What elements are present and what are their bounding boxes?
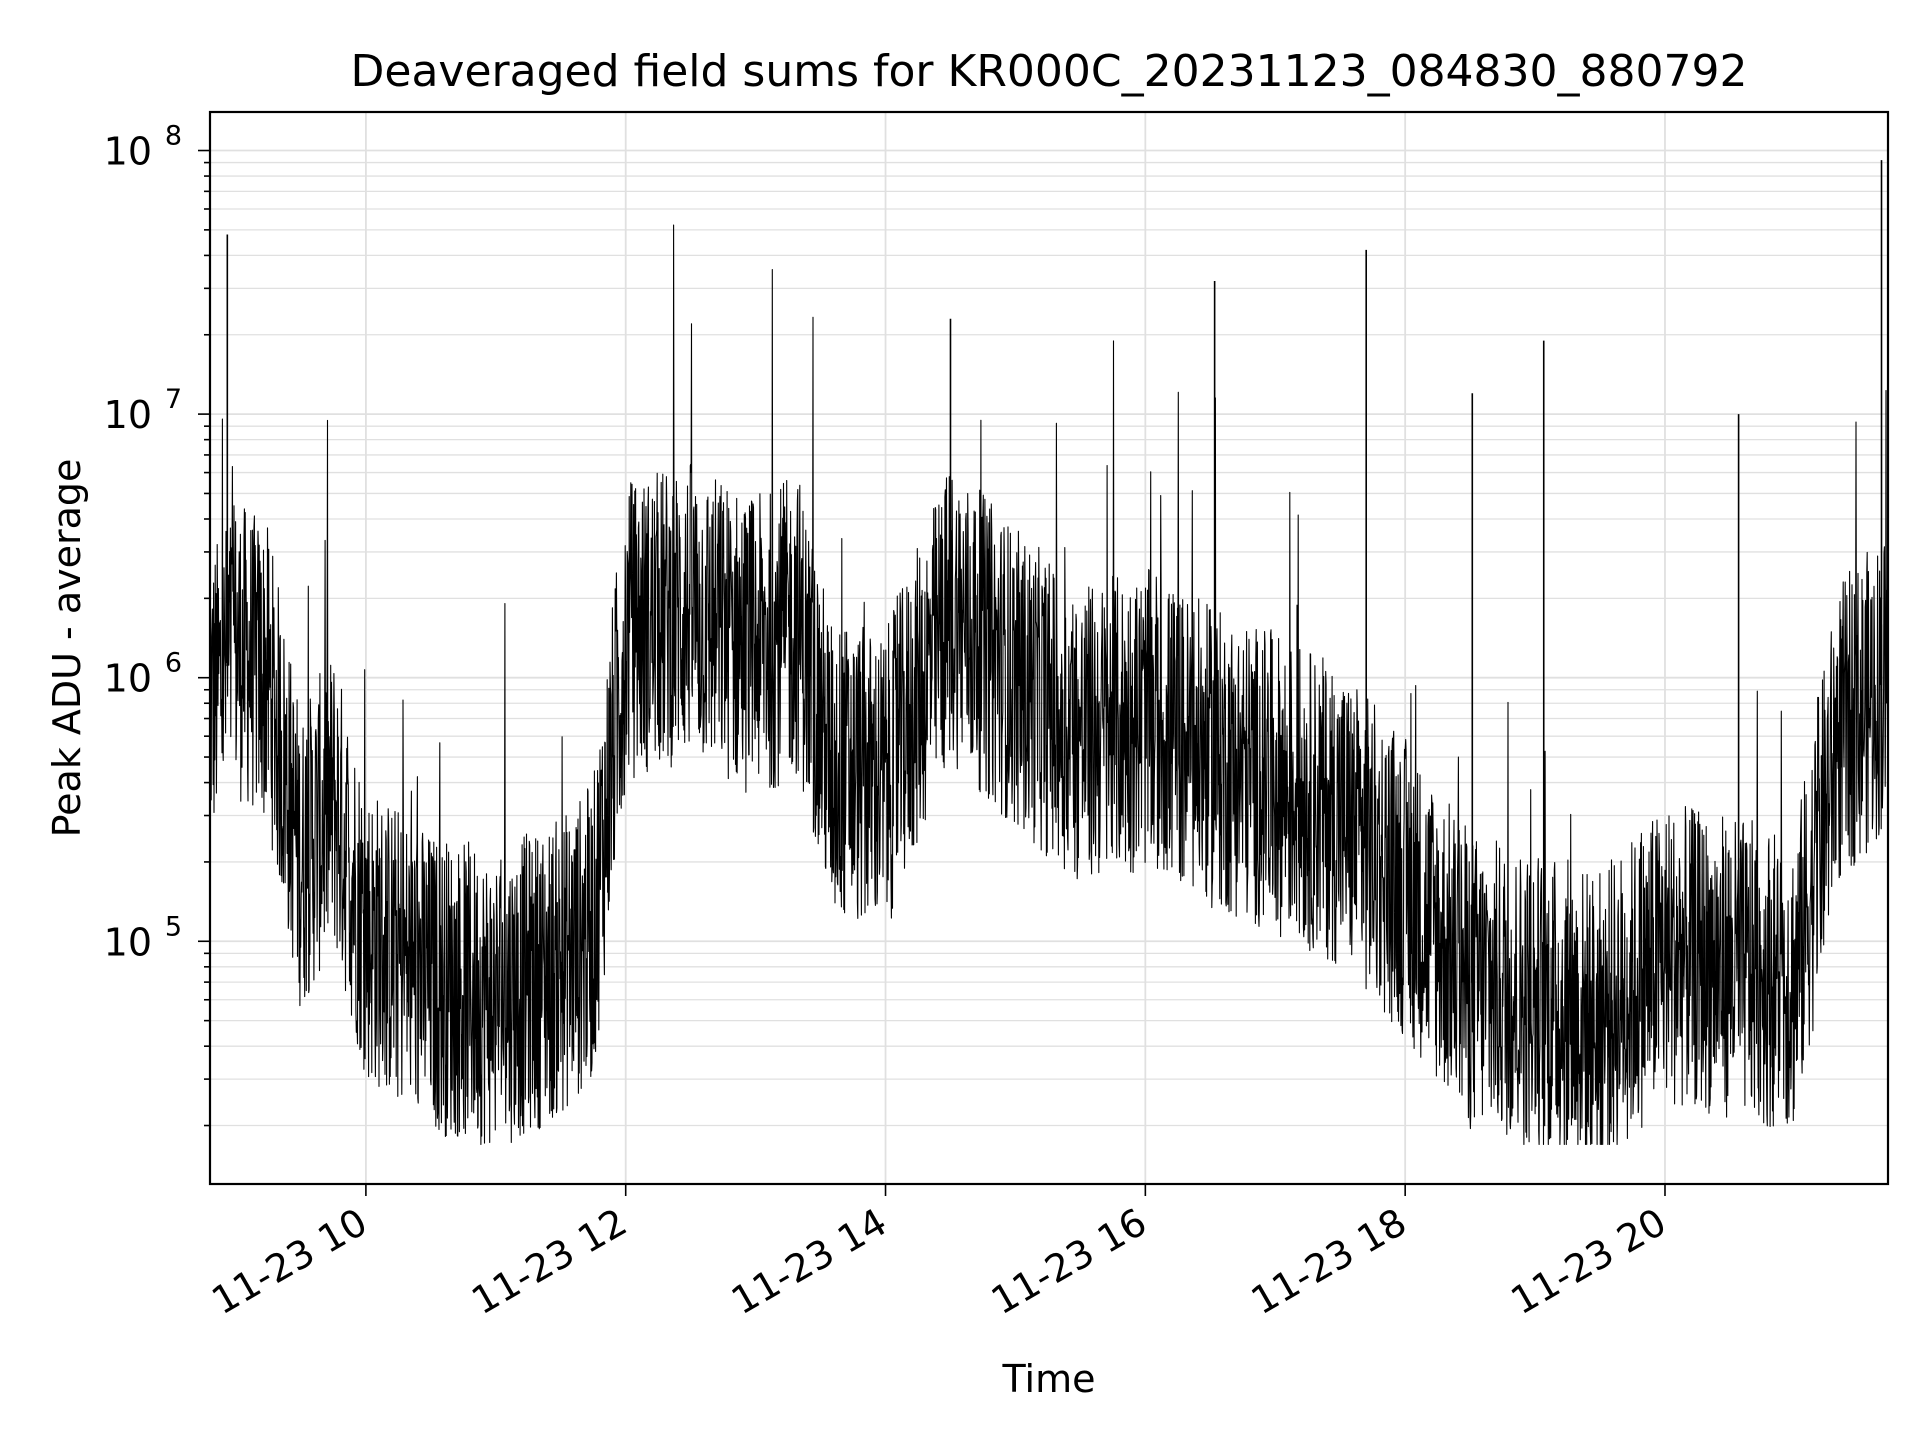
x-tick-label: 11-23 16 (984, 1200, 1154, 1324)
y-tick-base: 10 (104, 393, 152, 437)
plot-frame (208, 110, 1890, 1186)
y-tick-base: 10 (104, 920, 152, 964)
plot-area (209, 160, 1889, 1146)
x-tick-label: 11-23 14 (724, 1200, 894, 1324)
y-tick-label: 10 (104, 393, 152, 437)
y-tick-base: 10 (104, 657, 152, 701)
y-tick-label: 10 (104, 130, 152, 174)
y-axis-label: Peak ADU - average (45, 459, 89, 838)
y-tick-base: 10 (104, 130, 152, 174)
x-axis-label: Time (1002, 1357, 1096, 1401)
x-tick-label: 11-23 18 (1244, 1200, 1414, 1324)
y-tick-exponent: 5 (165, 911, 182, 942)
series-line (209, 224, 1889, 1146)
x-tick-label: 11-23 12 (464, 1200, 634, 1324)
y-tick-exponent: 7 (165, 384, 182, 415)
y-tick-label: 10 (104, 657, 152, 701)
chart-title: Deaveraged field sums for KR000C_2023112… (351, 46, 1748, 97)
y-tick-exponent: 6 (165, 648, 182, 679)
x-tick-label: 11-23 20 (1504, 1200, 1674, 1324)
x-tick-label: 11-23 10 (204, 1200, 374, 1324)
y-tick-label: 10 (104, 920, 152, 964)
y-tick-exponent: 8 (165, 121, 182, 152)
